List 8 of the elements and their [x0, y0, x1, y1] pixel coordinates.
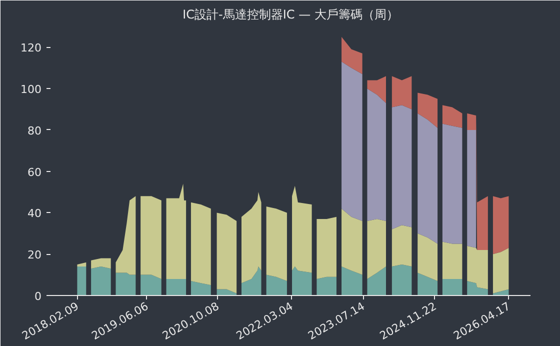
y-tick-label: 40 — [28, 207, 42, 220]
y-tick-label: 100 — [20, 83, 42, 96]
chart-title: IC設計-馬達控制器IC — 大戶籌碼（周） — [182, 8, 398, 22]
y-tick-label: 120 — [20, 42, 42, 55]
y-tick-label: 80 — [28, 124, 42, 138]
y-tick-label: 20 — [28, 248, 42, 262]
y-tick-label: 0 — [34, 290, 42, 303]
y-tick-label: 60 — [28, 166, 42, 179]
